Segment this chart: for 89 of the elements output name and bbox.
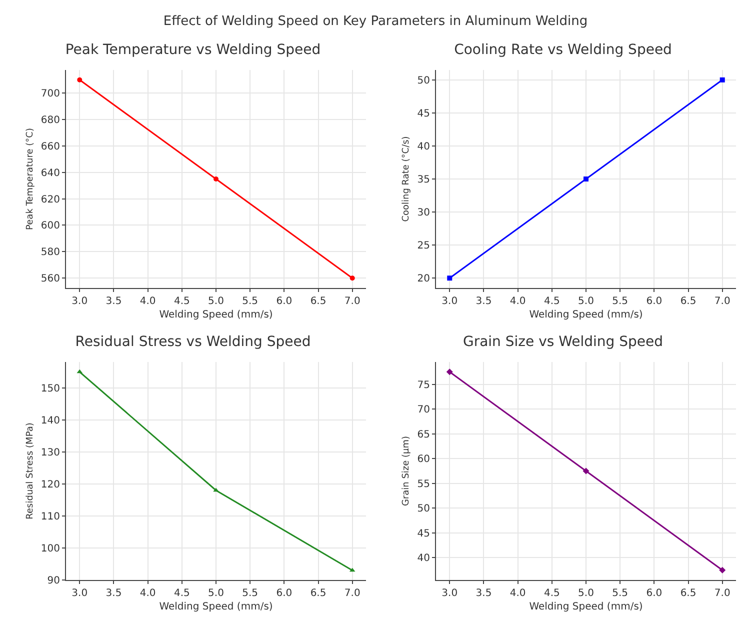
y-tick-label: 40 <box>417 141 430 152</box>
x-tick-label: 3.0 <box>72 588 88 599</box>
point <box>77 77 82 82</box>
x-tick-label: 3.0 <box>442 588 458 599</box>
x-tick-label: 7.0 <box>344 588 360 599</box>
point <box>447 276 452 281</box>
y-tick-label: 140 <box>40 415 60 426</box>
chart-title: Residual Stress vs Welding Speed <box>75 334 311 350</box>
y-tick-label: 600 <box>40 220 60 232</box>
y-tick-label: 55 <box>417 478 430 490</box>
y-axis-title: Peak Temperature (°C) <box>25 128 36 230</box>
x-tick-label: 4.0 <box>510 588 526 599</box>
y-tick-label: 90 <box>47 576 60 586</box>
x-tick-label: 6.5 <box>310 296 326 307</box>
point <box>582 468 590 474</box>
x-tick-label: 4.5 <box>174 296 190 307</box>
x-tick-label: 3.5 <box>476 296 492 307</box>
x-tick-label: 7.0 <box>344 296 360 307</box>
text: Effect of Welding Speed on Key Parameters in Aluminum Welding <box>162 14 589 29</box>
x-tick-label: 6.5 <box>310 588 326 599</box>
x-tick-label: 5.0 <box>208 588 224 599</box>
y-tick-label: 45 <box>417 108 430 120</box>
y-tick-label: 70 <box>417 404 430 416</box>
y-tick-label: 20 <box>417 274 430 285</box>
x-tick-label: 5.0 <box>578 296 594 307</box>
x-tick-label: 6.5 <box>680 296 696 307</box>
chart-title: Peak Temperature vs Welding Speed <box>65 42 321 58</box>
y-tick-label: 50 <box>417 75 430 86</box>
y-tick-label: 60 <box>417 454 430 466</box>
x-axis-title: Welding Speed (mm/s) <box>529 602 643 612</box>
y-axis-title: Grain Size (µm) <box>402 436 412 506</box>
x-tick-label: 5.5 <box>242 296 258 307</box>
x-tick-label: 3.5 <box>106 296 122 307</box>
chart-title: Cooling Rate vs Welding Speed <box>454 42 672 58</box>
y-axis-title: Cooling Rate (°C/s) <box>402 136 412 222</box>
x-tick-label: 4.0 <box>140 296 156 307</box>
x-tick-label: 5.5 <box>242 588 258 599</box>
x-axis-title: Welding Speed (mm/s) <box>159 310 273 320</box>
point <box>584 176 588 182</box>
x-tick-label: 6.0 <box>276 296 292 307</box>
x-tick-label: 5.5 <box>612 296 628 307</box>
y-tick-label: 110 <box>40 511 60 522</box>
y-tick-label: 100 <box>40 543 60 554</box>
x-tick-label: 4.0 <box>510 296 526 307</box>
y-tick-label: 35 <box>417 174 430 186</box>
point <box>720 77 725 82</box>
y-tick-label: 65 <box>417 429 430 440</box>
x-tick-label: 4.5 <box>544 588 560 599</box>
y-tick-label: 40 <box>417 553 430 564</box>
x-axis-title: Welding Speed (mm/s) <box>159 602 273 612</box>
x-tick-label: 5.0 <box>578 588 594 599</box>
x-tick-label: 5.0 <box>208 296 224 307</box>
chart-title: Grain Size vs Welding Speed <box>462 334 664 350</box>
x-tick-label: 4.5 <box>174 588 190 599</box>
x-tick-label: 6.0 <box>646 588 662 599</box>
y-tick-label: 130 <box>40 447 60 458</box>
point <box>213 488 219 492</box>
y-tick-label: 75 <box>417 380 430 391</box>
x-tick-label: 7.0 <box>714 588 730 599</box>
x-tick-label: 7.0 <box>714 296 730 307</box>
y-tick-label: 45 <box>417 528 430 540</box>
y-tick-label: 700 <box>40 88 60 100</box>
point <box>214 176 218 182</box>
y-tick-label: 580 <box>40 247 60 258</box>
y-tick-label: 640 <box>40 168 60 179</box>
y-axis-title: Residual Stress (MPa) <box>25 422 36 520</box>
point <box>446 368 453 376</box>
y-tick-label: 25 <box>417 240 430 252</box>
y-tick-label: 620 <box>40 194 60 206</box>
point <box>719 566 726 574</box>
y-tick-label: 120 <box>40 479 60 490</box>
point <box>350 276 355 281</box>
x-tick-label: 3.0 <box>442 296 458 307</box>
y-tick-label: 150 <box>40 383 60 394</box>
x-tick-label: 4.0 <box>140 588 156 599</box>
y-tick-label: 30 <box>417 208 430 219</box>
x-tick-label: 6.0 <box>646 296 662 307</box>
x-tick-label: 4.5 <box>544 296 560 307</box>
x-tick-label: 3.5 <box>106 588 122 599</box>
x-tick-label: 6.5 <box>680 588 696 599</box>
x-axis-title: Welding Speed (mm/s) <box>529 310 643 320</box>
y-tick-label: 560 <box>40 274 60 285</box>
y-tick-label: 660 <box>40 141 60 152</box>
y-tick-label: 680 <box>40 115 60 126</box>
x-tick-label: 5.5 <box>612 588 628 599</box>
x-tick-label: 3.5 <box>476 588 492 599</box>
x-tick-label: 6.0 <box>276 588 292 599</box>
y-tick-label: 50 <box>417 504 430 515</box>
x-tick-label: 3.0 <box>72 296 88 307</box>
